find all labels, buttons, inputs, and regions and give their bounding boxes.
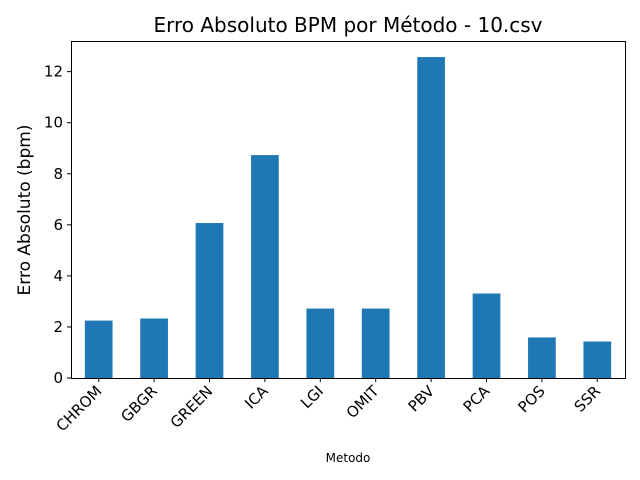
y-tick-label: 12	[44, 63, 63, 81]
bar-omit	[361, 308, 390, 378]
x-axis: CHROM GBGR GREEN ICA LGI OMIT PBV PCA POS SSR	[53, 378, 605, 435]
bar-gbgr	[140, 318, 168, 378]
y-tick-label: 6	[53, 216, 63, 234]
x-tick-label-ica: ICA	[241, 382, 272, 413]
x-tick-label-pca: PCA	[460, 382, 494, 416]
x-tick-label-green: GREEN	[167, 382, 217, 432]
chart-title: Erro Absoluto BPM por Método - 10.csv	[153, 13, 542, 37]
y-axis: 0 2 4 6 8 10 12	[44, 63, 71, 387]
x-tick-label-pbv: PBV	[405, 382, 439, 416]
bar-green	[195, 223, 224, 378]
bar-pbv	[417, 57, 445, 378]
y-axis-label: Erro Absoluto (bpm)	[15, 125, 35, 296]
bar-pca	[472, 293, 501, 378]
bar-ssr	[583, 341, 612, 378]
bar-chrom	[84, 320, 113, 378]
x-axis-label: Metodo	[326, 451, 371, 465]
x-tick-label-gbgr: GBGR	[117, 382, 161, 426]
y-tick-label: 10	[44, 114, 63, 132]
plot-frame	[71, 41, 626, 379]
x-tick-label-ssr: SSR	[571, 382, 605, 416]
bar-pos	[528, 337, 556, 378]
x-tick-label-pos: POS	[515, 382, 549, 416]
bar-lgi	[306, 308, 335, 378]
y-tick-label: 0	[53, 369, 63, 387]
y-tick-label: 8	[53, 165, 63, 183]
y-tick-label: 4	[53, 267, 63, 285]
x-tick-label-omit: OMIT	[343, 382, 383, 422]
y-tick-label: 2	[53, 318, 63, 336]
bar-ica	[251, 155, 279, 378]
bars-layer	[84, 57, 612, 378]
x-tick-label-chrom: CHROM	[53, 382, 106, 435]
x-tick-label-lgi: LGI	[297, 382, 327, 412]
